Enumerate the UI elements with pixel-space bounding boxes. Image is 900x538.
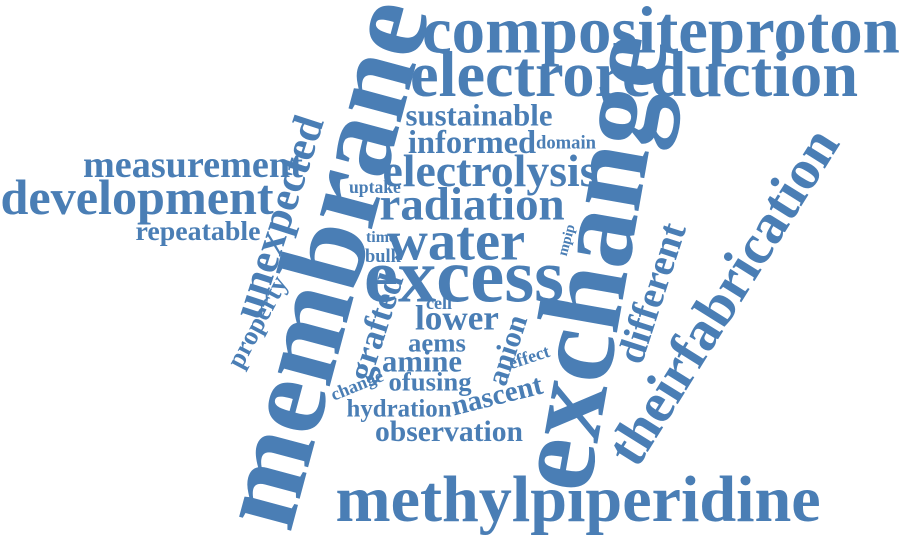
word-electroreduction: electroreduction xyxy=(410,39,859,110)
word-repeatable: repeatable xyxy=(135,216,261,247)
word-domain: domain xyxy=(536,132,596,154)
word-ofusing: ofusing xyxy=(388,366,472,397)
word-radiation: radiation xyxy=(379,178,565,231)
word-lower: lower xyxy=(415,298,499,338)
word-water: water xyxy=(387,210,526,273)
word-development: development xyxy=(0,169,274,225)
word-uptake: uptake xyxy=(349,177,401,197)
word-compositeproton: compositeproton xyxy=(422,0,900,68)
word-sustainable: sustainable xyxy=(405,98,553,133)
word-time: time xyxy=(366,229,396,246)
word-aems: aems xyxy=(408,327,466,358)
word-informed: informed xyxy=(408,125,537,161)
word-measurement: measurement xyxy=(83,144,303,186)
word-excess: excess xyxy=(364,233,564,319)
word-methylpiperidine: methylpiperidine xyxy=(335,463,821,536)
word-bulk: bulk xyxy=(365,246,401,266)
word-amine: amine xyxy=(382,344,462,379)
word-hydration: hydration xyxy=(346,395,452,423)
word-electrolysis: electrolysis xyxy=(382,145,598,196)
word-observation: observation xyxy=(375,416,523,448)
word-cell: cell xyxy=(426,293,453,313)
